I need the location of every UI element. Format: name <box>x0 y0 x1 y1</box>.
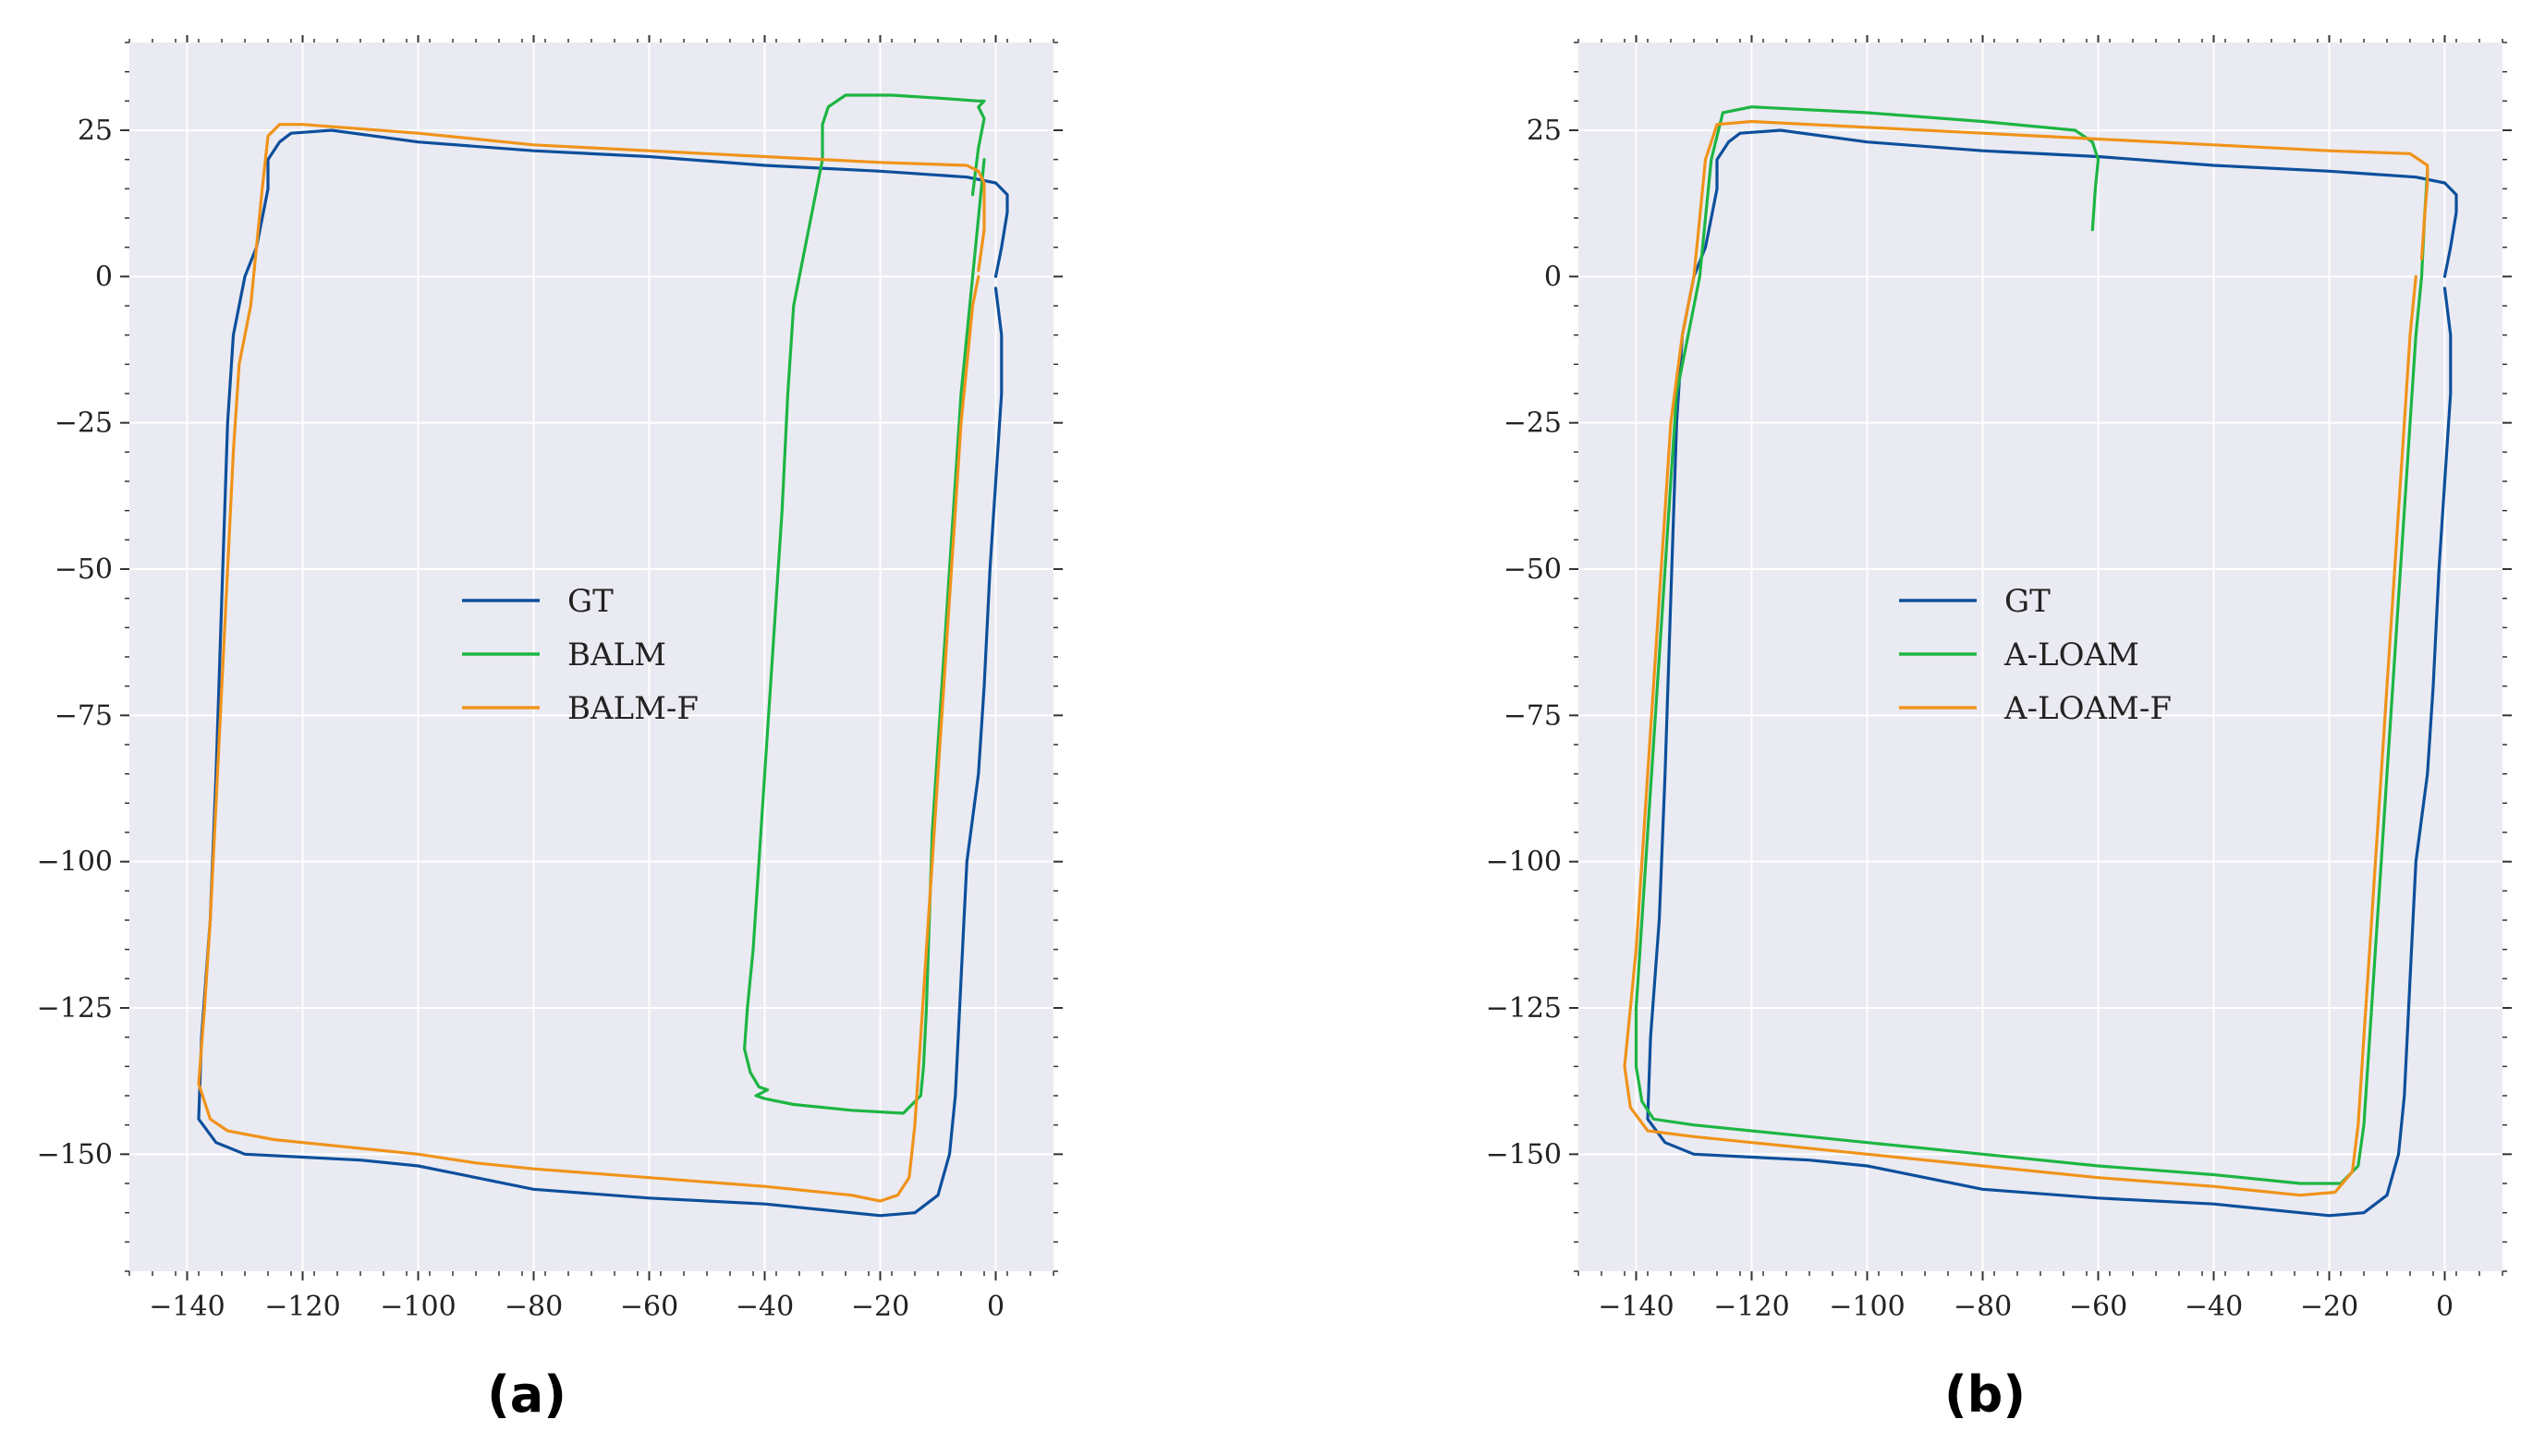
legend-label-a-loam-f: A-LOAM-F <box>2003 690 2172 727</box>
y-tick-labels: 25 0 −25 −50 −75 −100 −125 −150 <box>37 115 113 1171</box>
x-tick-label: −80 <box>505 1291 563 1323</box>
y-tick-label: 0 <box>95 261 113 293</box>
x-tick-label: −120 <box>264 1291 340 1323</box>
legend: GT BALM BALM-F <box>462 583 699 727</box>
y-tick-label: −125 <box>1486 992 1562 1025</box>
y-tick-label: −25 <box>55 407 113 440</box>
grid <box>129 42 1053 1271</box>
chart-panel-a: −140 −120 −100 −80 −60 −40 −20 0 25 0 −25 −50 −75 −1… <box>37 35 1063 1424</box>
chart-panel-b: −140 −120 −100 −80 −60 −40 −20 0 25 0 −25 −50 −75 −1… <box>1486 35 2512 1424</box>
x-tick-label: −20 <box>2300 1291 2358 1323</box>
x-tick-label: −40 <box>2185 1291 2243 1323</box>
y-tick-label: 0 <box>1544 261 1562 293</box>
x-tick-label: 0 <box>2436 1291 2454 1323</box>
series-lines <box>1623 105 2458 1218</box>
y-tick-label: −100 <box>1486 846 1562 879</box>
panel-label-b: (b) <box>1944 1365 2026 1424</box>
y-tick-label: −50 <box>1504 553 1562 586</box>
y-tick-labels: 25 0 −25 −50 −75 −100 −125 −150 <box>1486 115 1562 1171</box>
x-tick-labels: −140 −120 −100 −80 −60 −40 −20 0 <box>1598 1291 2454 1323</box>
y-tick-label: −100 <box>37 846 113 879</box>
x-tick-label: −140 <box>1598 1291 1674 1323</box>
plot-area <box>1578 42 2502 1271</box>
legend-label-balm: BALM <box>567 637 666 673</box>
y-tick-label: −150 <box>37 1138 113 1171</box>
y-tick-label: −25 <box>1504 407 1562 440</box>
legend-label-balm-f: BALM-F <box>567 690 699 727</box>
series-line-a-loam <box>1634 105 2429 1185</box>
y-tick-label: 25 <box>78 115 113 147</box>
plot-area <box>129 42 1053 1271</box>
series-line-balm <box>742 93 986 1115</box>
series-lines <box>197 93 1009 1218</box>
legend: GT A-LOAM A-LOAM-F <box>1899 583 2172 727</box>
x-tick-label: −60 <box>2069 1291 2127 1323</box>
x-tick-label: −100 <box>1829 1291 1905 1323</box>
x-tick-label: −60 <box>620 1291 678 1323</box>
y-tick-label: 25 <box>1527 115 1562 147</box>
x-tick-label: −100 <box>380 1291 456 1323</box>
x-tick-label: −40 <box>736 1291 794 1323</box>
grid <box>1578 42 2502 1271</box>
x-tick-label: −140 <box>149 1291 225 1323</box>
series-line-balm-f <box>197 123 986 1203</box>
x-tick-label: 0 <box>987 1291 1005 1323</box>
y-tick-label: −150 <box>1486 1138 1562 1171</box>
x-tick-labels: −140 −120 −100 −80 −60 −40 −20 0 <box>149 1291 1005 1323</box>
y-tick-label: −50 <box>55 553 113 586</box>
tick-marks <box>120 35 1063 1280</box>
series-line-a-loam-f <box>1623 119 2429 1197</box>
y-tick-label: −75 <box>55 699 113 732</box>
y-tick-label: −125 <box>37 992 113 1025</box>
x-tick-label: −80 <box>1954 1291 2012 1323</box>
legend-label-gt: GT <box>567 583 614 620</box>
y-tick-label: −75 <box>1504 699 1562 732</box>
x-tick-label: −120 <box>1713 1291 1789 1323</box>
legend-label-a-loam: A-LOAM <box>2003 637 2139 673</box>
x-tick-label: −20 <box>851 1291 909 1323</box>
legend-label-gt: GT <box>2004 583 2051 620</box>
panel-label-a: (a) <box>487 1365 566 1424</box>
tick-marks <box>1569 35 2512 1280</box>
